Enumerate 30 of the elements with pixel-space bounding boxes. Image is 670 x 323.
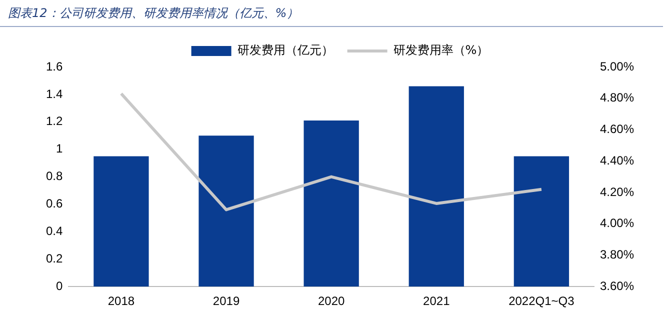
legend-label: 研发费用率（%） [393, 43, 489, 58]
y-tick-label: 1 [56, 142, 63, 156]
x-tick-label: 2018 [108, 294, 135, 308]
y-tick-label: 0.6 [46, 196, 63, 211]
y-tick-label: 0.8 [46, 169, 63, 184]
y2-tick-label: 5.00% [600, 59, 634, 74]
y-tick-label: 0.2 [46, 251, 63, 266]
legend-label: 研发费用（亿元） [237, 43, 334, 58]
y-tick-label: 1.2 [46, 114, 63, 128]
x-tick-label: 2020 [318, 294, 345, 308]
y2-tick-label: 4.40% [600, 153, 634, 168]
y2-tick-label: 4.60% [600, 122, 634, 136]
y2-tick-label: 4.80% [600, 90, 634, 105]
y2-tick-label: 4.20% [600, 184, 634, 199]
y2-tick-label: 4.00% [600, 216, 634, 230]
bar [408, 86, 464, 287]
chart-title: 图表12：公司研发费用、研发费用率情况（亿元、%） [0, 0, 663, 27]
x-tick-label: 2021 [423, 294, 450, 308]
y-tick-label: 0 [56, 278, 63, 293]
bar [198, 136, 254, 287]
x-tick-label: 2019 [212, 294, 240, 308]
y-tick-label: 1.6 [46, 59, 63, 74]
bar [94, 156, 149, 287]
y-tick-label: 0.4 [46, 224, 63, 238]
y-tick-label: 1.4 [46, 86, 63, 101]
bar [514, 156, 570, 287]
x-tick-label: 2022Q1~Q3 [508, 294, 575, 308]
bar [304, 120, 359, 287]
y2-tick-label: 3.60% [600, 278, 634, 293]
y2-tick-label: 3.80% [600, 248, 634, 262]
